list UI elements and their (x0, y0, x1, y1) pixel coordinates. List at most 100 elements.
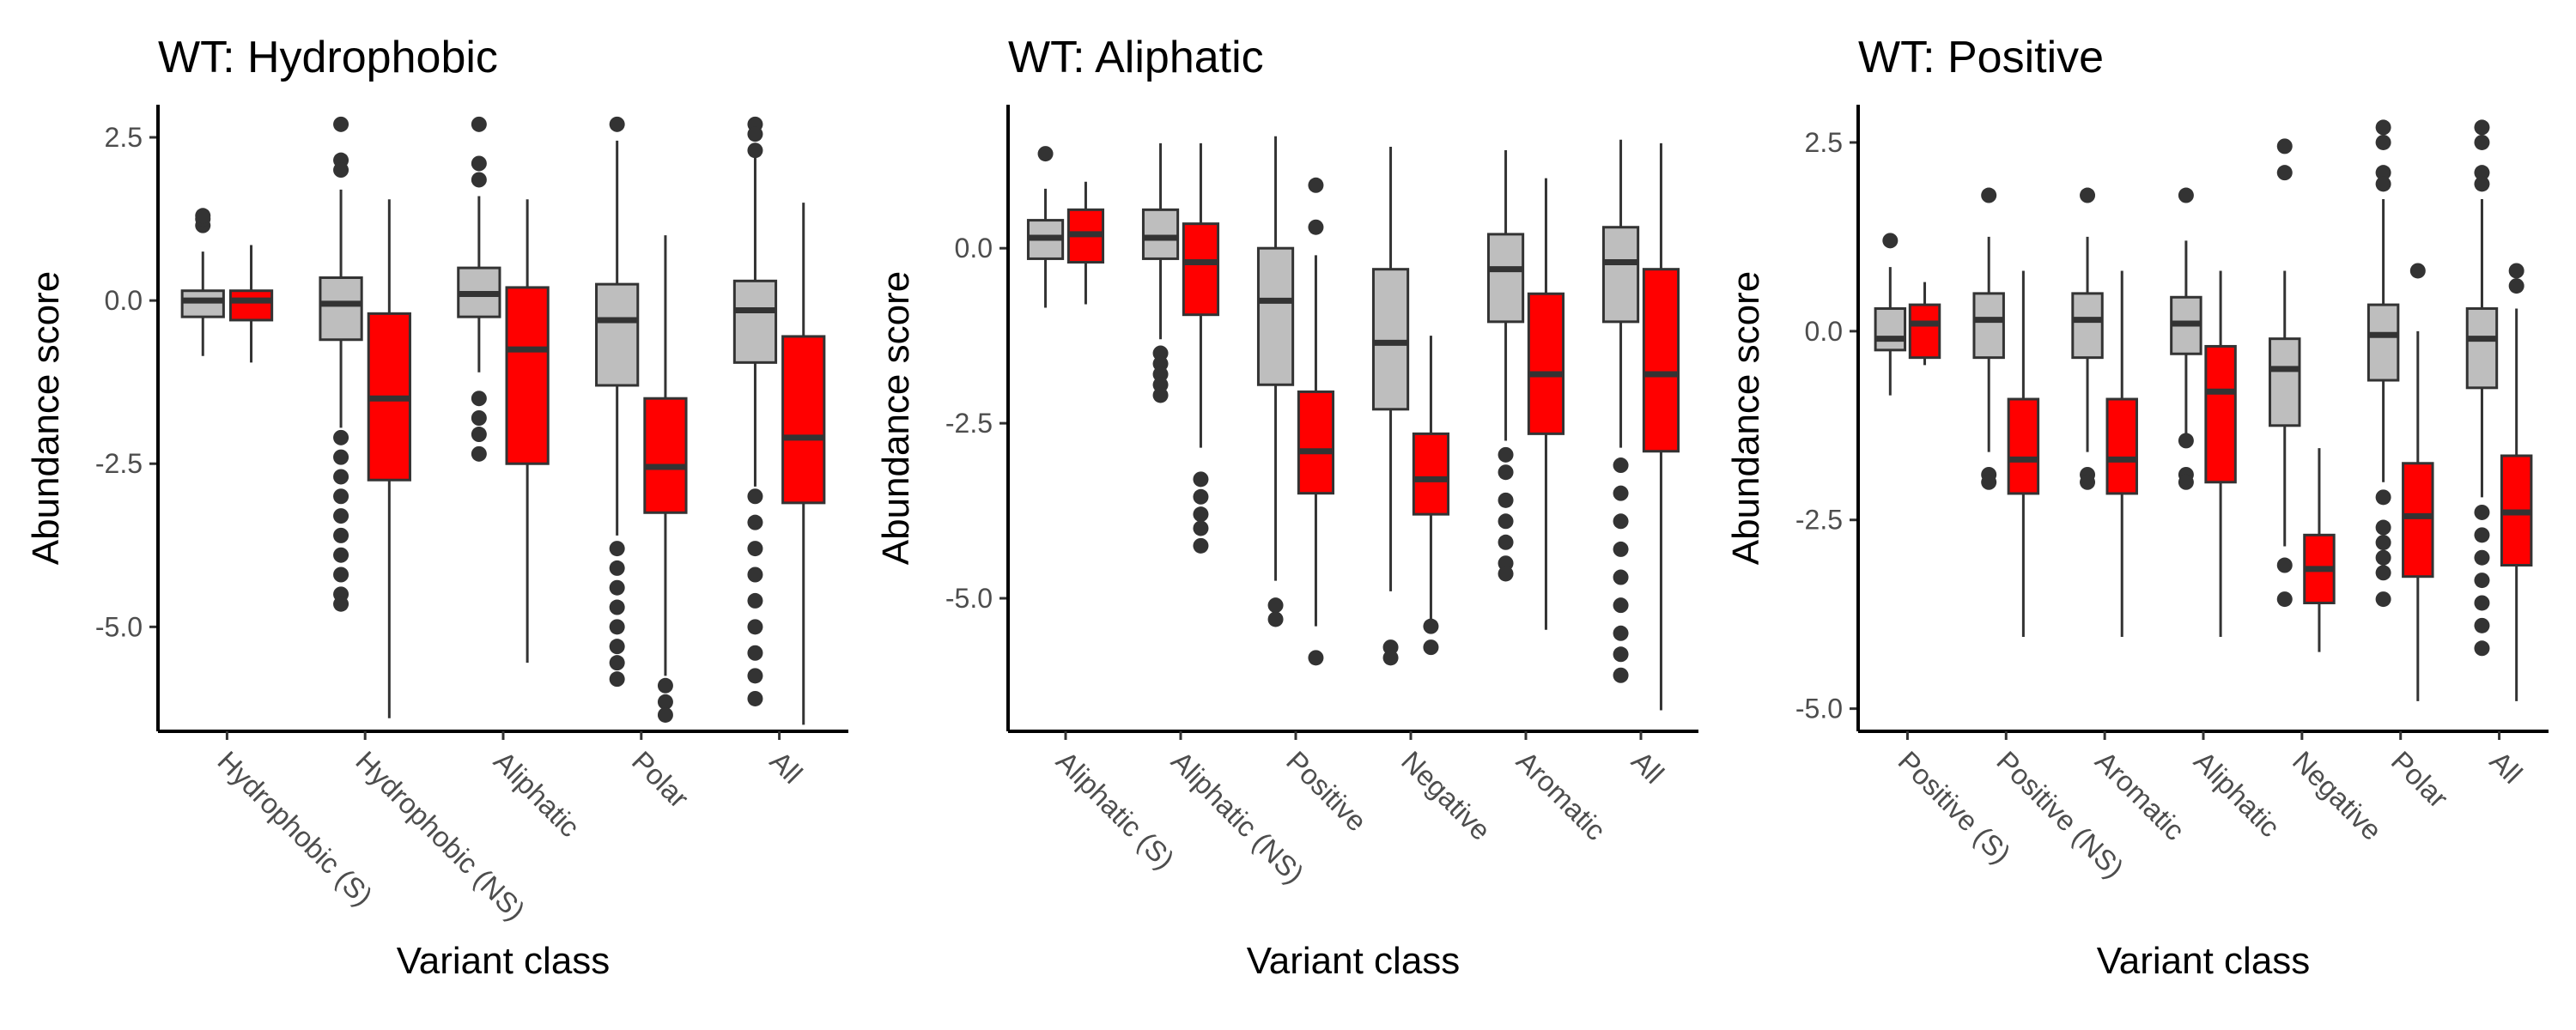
outlier-point (2178, 433, 2194, 449)
box-mut (1527, 178, 1565, 630)
x-tick-label: Positive (1280, 745, 1373, 838)
box-body (2402, 462, 2434, 579)
box-body (1486, 233, 1525, 324)
y-tick-label: -2.5 (1795, 505, 1843, 536)
outlier-point (1981, 187, 1997, 203)
box-body (505, 286, 550, 465)
outlier-point (1193, 520, 1209, 536)
outlier-point (2375, 591, 2391, 608)
outlier-point (333, 429, 349, 445)
y-axis-label: Abundance score (875, 271, 917, 565)
box-mut (2204, 270, 2237, 638)
box-body (2366, 303, 2400, 382)
x-axis-label: Variant class (1247, 940, 1461, 982)
box-wt (1141, 142, 1180, 403)
outlier-point (471, 155, 487, 172)
outlier-point (657, 706, 673, 723)
outlier-point (1267, 597, 1284, 614)
outlier-point (1193, 537, 1209, 554)
x-axis-label: Variant class (397, 940, 611, 982)
outlier-point (1308, 219, 1324, 235)
x-tick-label: All (764, 745, 809, 790)
chart-title: WT: Hydrophobic (158, 33, 498, 82)
box-mut (643, 235, 688, 723)
box-mut (2007, 270, 2040, 638)
outlier-point (2474, 176, 2490, 192)
box-body (1601, 226, 1640, 324)
outlier-point (1152, 387, 1169, 403)
x-tick-label: Aliphatic (488, 745, 586, 843)
outlier-point (1498, 566, 1514, 582)
box-wt (2071, 187, 2104, 490)
outlier-point (1613, 625, 1629, 641)
outlier-point (1193, 506, 1209, 523)
outlier-point (2474, 640, 2490, 657)
outlier-point (2080, 474, 2096, 490)
outlier-point (609, 579, 625, 596)
box-body (595, 282, 640, 387)
box-mut (505, 199, 550, 663)
box-body (2007, 397, 2040, 495)
box-body (1297, 390, 1335, 495)
outlier-point (609, 655, 625, 671)
box-wt (1874, 233, 1907, 396)
box-body (1371, 268, 1410, 411)
outlier-point (471, 445, 487, 462)
box-wt (1486, 150, 1525, 582)
outlier-point (747, 619, 763, 635)
outlier-point (2474, 134, 2490, 150)
y-axis-label: Abundance score (25, 271, 67, 565)
outlier-point (333, 116, 349, 132)
box-wt (2269, 138, 2301, 608)
box-wt (1601, 139, 1640, 683)
x-tick-label: Aliphatic (2188, 745, 2286, 843)
outlier-point (1613, 485, 1629, 501)
outlier-point (609, 639, 625, 655)
outlier-point (471, 427, 487, 443)
outlier-point (609, 116, 625, 132)
outlier-point (2474, 573, 2490, 589)
outlier-point (609, 599, 625, 615)
outlier-point (2474, 119, 2490, 136)
outlier-point (1613, 457, 1629, 474)
outlier-point (1882, 233, 1899, 249)
outlier-point (2474, 549, 2490, 566)
outlier-point (1193, 471, 1209, 488)
outlier-point (2375, 165, 2391, 181)
outlier-point (1308, 177, 1324, 193)
outlier-point (1613, 541, 1629, 557)
outlier-point (333, 596, 349, 612)
outlier-point (1267, 611, 1284, 627)
box-mut (1066, 181, 1105, 305)
outlier-point (195, 208, 211, 224)
outlier-point (747, 645, 763, 661)
outlier-point (333, 547, 349, 563)
outlier-point (333, 488, 349, 505)
outlier-point (471, 116, 487, 132)
outlier-point (2375, 565, 2391, 581)
outlier-point (747, 488, 763, 505)
box-body (1642, 268, 1680, 453)
box-body (1972, 292, 2005, 360)
y-tick-label: -5.0 (945, 583, 993, 614)
box-wt (2465, 119, 2499, 657)
box-wt (2366, 119, 2400, 608)
box-mut (2500, 263, 2533, 701)
box-wt (595, 116, 640, 688)
box-body (732, 279, 778, 364)
box-wt (2170, 187, 2202, 490)
box-mut (2402, 263, 2434, 701)
outlier-point (2474, 165, 2490, 181)
box-body (319, 276, 363, 342)
outlier-point (2178, 474, 2194, 490)
outlier-point (2276, 138, 2293, 154)
outlier-point (1613, 513, 1629, 530)
y-tick-label: -2.5 (945, 408, 993, 439)
outlier-point (747, 592, 763, 609)
outlier-point (2375, 489, 2391, 506)
box-body (1141, 208, 1180, 260)
box-body (2204, 344, 2237, 484)
outlier-point (2508, 278, 2524, 294)
outlier-point (1498, 464, 1514, 481)
outlier-point (471, 391, 487, 407)
